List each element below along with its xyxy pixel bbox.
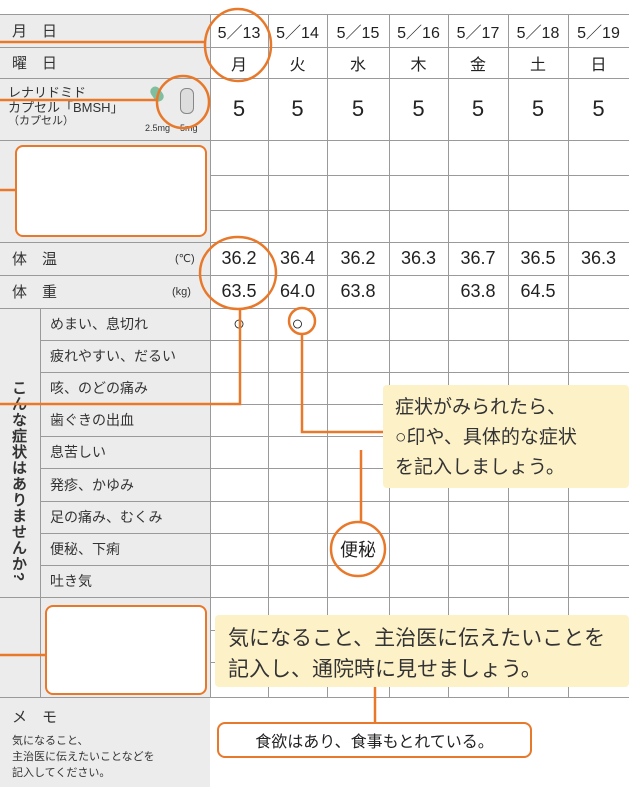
date-label: 月 日 (12, 23, 58, 40)
date: 5／14 (276, 24, 319, 42)
memo-entry: 食欲はあり、食事もとれている。 (255, 734, 494, 751)
temperature: 36.2 (221, 248, 257, 268)
grid-line (0, 140, 629, 141)
date: 5／15 (336, 24, 380, 42)
date: 5／16 (397, 24, 440, 42)
symptom-label: めまい、息切れ (50, 316, 148, 332)
weekday-label: 曜 日 (12, 55, 58, 72)
date: 5／18 (516, 24, 560, 42)
weight: 64.5 (520, 281, 556, 301)
temperature: 36.5 (520, 248, 556, 268)
callout (383, 385, 629, 488)
grid-line (40, 436, 629, 437)
symptom-label: 吐き気 (50, 573, 92, 589)
callout-text: ○印や、具体的な症状 (395, 427, 577, 448)
capsule (180, 88, 194, 114)
weight-unit: (kg) (172, 285, 191, 298)
symptom-entry: 便秘 (340, 540, 376, 560)
memo-label: メ モ (12, 708, 58, 726)
blank-entry-box (45, 605, 207, 695)
drug-name: レナリドミド (8, 85, 87, 100)
temperature: 36.7 (460, 248, 496, 268)
temp-unit: (℃) (175, 253, 195, 265)
grid-line (210, 175, 629, 176)
grid-line (0, 242, 629, 243)
symptom-label: 発疹、かゆみ (50, 477, 134, 493)
grid-line (210, 210, 629, 211)
weekday: 金 (469, 56, 486, 74)
weekday: 水 (349, 56, 366, 74)
grid-line (0, 47, 629, 48)
date: 5／17 (456, 24, 500, 42)
callout-text: 気になること、主治医に伝えたいことを (228, 627, 606, 650)
callout-text: を記入しましょう。 (395, 457, 565, 478)
symptom-entry: ○ (232, 312, 246, 335)
grid-line (40, 468, 629, 469)
temperature: 36.2 (340, 248, 376, 268)
grid-line (448, 14, 449, 697)
grid-line (0, 78, 629, 79)
grid-line (0, 697, 629, 698)
weekday: 月 (230, 56, 247, 74)
dose: 5 (232, 96, 246, 121)
drug-strength: 5mg (180, 123, 198, 133)
memo-note: 主治医に伝えたいことなどを (12, 751, 155, 763)
blank-entry-box (15, 145, 207, 237)
temperature: 36.3 (400, 248, 437, 268)
weight: 63.5 (221, 281, 257, 301)
callout-text: 症状がみられたら、 (395, 397, 567, 418)
grid-line (268, 14, 269, 697)
symptom-entry: ○ (291, 312, 304, 335)
memo-label-bg (0, 697, 210, 787)
callout-text: 記入し、通院時に見せましょう。 (228, 658, 542, 681)
symptom-section-label: こんな症状はありませんか? (10, 380, 27, 583)
dose: 5 (291, 96, 304, 121)
grid-line (0, 14, 629, 15)
drug-name: （カプセル） (8, 115, 74, 127)
dose: 5 (531, 96, 545, 121)
grid-line (508, 14, 509, 697)
memo-note: 記入してください。 (12, 767, 111, 779)
weekday: 土 (529, 56, 546, 74)
weight: 63.8 (340, 281, 376, 301)
grid-line (0, 275, 629, 276)
grid-line (568, 14, 569, 697)
weight: 64.0 (279, 281, 316, 301)
temp-label: 体 温 (12, 251, 58, 268)
callout-line (300, 334, 383, 434)
grid-line (389, 14, 390, 697)
symptom-label: 歯ぐきの出血 (50, 412, 134, 428)
grid-line (40, 308, 41, 697)
symptom-label: 足の痛み、むくみ (50, 509, 163, 525)
date: 5／13 (217, 24, 261, 42)
weight: 63.8 (460, 281, 496, 301)
grid-line (40, 501, 629, 502)
dose: 5 (351, 96, 365, 121)
weekday: 木 (410, 56, 427, 74)
memo-note: 気になること、 (12, 735, 89, 747)
grid-line (40, 565, 629, 566)
dose: 5 (471, 96, 485, 121)
grid-line (40, 597, 629, 598)
date: 5／19 (577, 24, 620, 42)
symptom-label: 息苦しい (50, 444, 106, 460)
weekday: 日 (590, 56, 607, 74)
symptom-label: 便秘、下痢 (50, 541, 120, 557)
symptom-label: 疲れやすい、だるい (50, 348, 176, 364)
weekday: 火 (289, 56, 306, 74)
drug-strength: 2.5mg (145, 123, 171, 133)
temperature: 36.3 (580, 248, 617, 268)
callout (215, 615, 629, 687)
memo-box (217, 722, 532, 758)
weight-label: 体 重 (12, 284, 58, 301)
dose: 5 (412, 96, 425, 121)
dose: 5 (592, 96, 605, 121)
symptom-label: 咳、のどの痛み (50, 380, 148, 396)
temperature: 36.4 (279, 248, 316, 268)
drug-name: カプセル「BMSH」 (8, 100, 124, 115)
